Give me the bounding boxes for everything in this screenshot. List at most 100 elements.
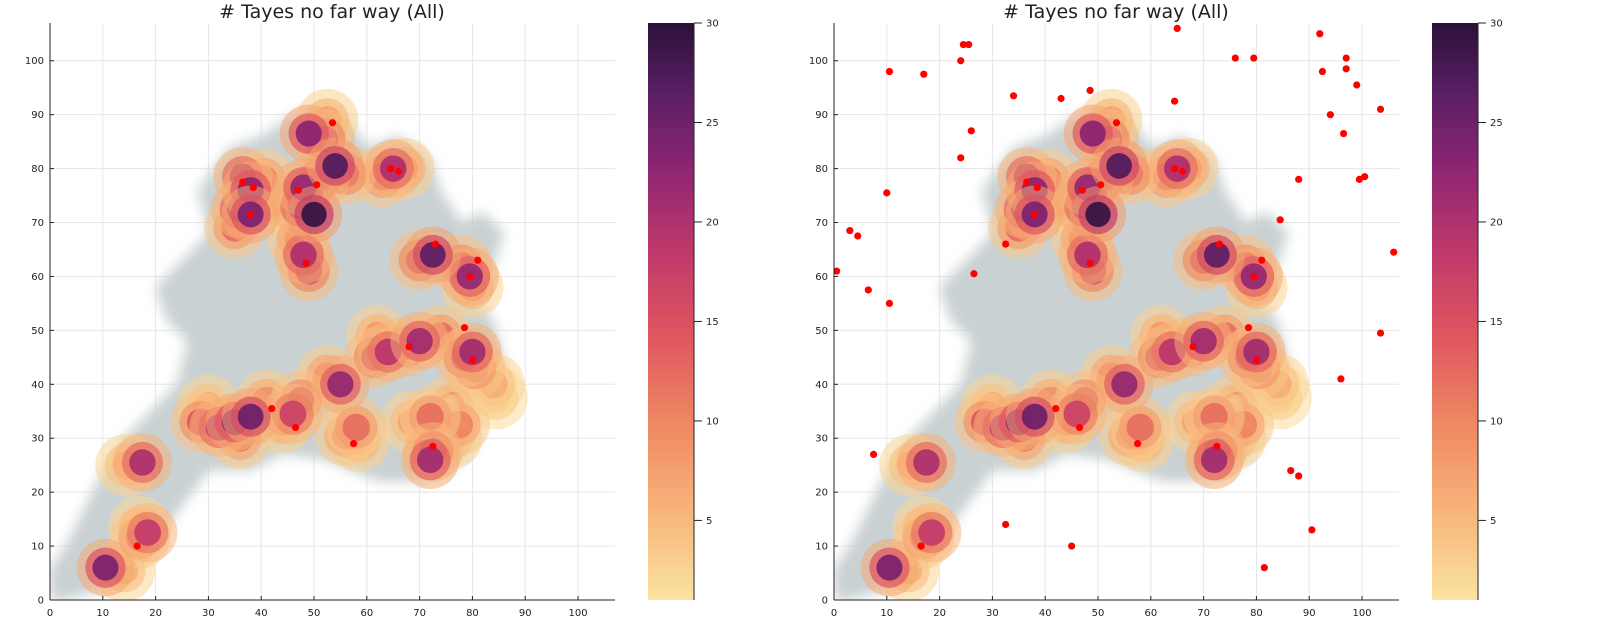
red-point (883, 189, 891, 197)
colorbar: 5 10 15 20 25 30 (648, 19, 719, 600)
heat-point (327, 371, 354, 398)
y-tick-label: 20 (815, 488, 828, 499)
heat-point (417, 446, 444, 473)
heat-point (1106, 153, 1132, 179)
x-tick-label: 70 (1197, 608, 1210, 619)
red-point (1295, 472, 1303, 480)
red-point (1287, 466, 1295, 475)
y-tick-label: 10 (31, 542, 44, 553)
red-point (885, 67, 894, 76)
red-point (429, 442, 437, 450)
y-tick-label: 40 (31, 380, 44, 391)
red-point (1213, 442, 1221, 450)
red-point (1173, 24, 1181, 32)
red-point (1361, 173, 1369, 181)
heat-point (129, 449, 156, 476)
y-tick-label: 90 (815, 110, 828, 121)
red-point (247, 210, 255, 219)
red-point (1244, 324, 1253, 332)
red-point (1276, 216, 1284, 224)
red-point (846, 227, 854, 235)
x-tick-label: 90 (1303, 608, 1316, 619)
red-point (917, 542, 925, 550)
red-point (1009, 92, 1018, 100)
red-point (1033, 183, 1041, 192)
red-point (1295, 175, 1303, 183)
y-tick-label: 10 (815, 542, 828, 553)
heat-point (1111, 371, 1138, 398)
y-tick-label: 80 (31, 164, 44, 175)
heat-point (92, 554, 119, 581)
colorbar-gradient (648, 23, 694, 600)
x-tick-label: 40 (255, 608, 268, 619)
x-tick-label: 50 (1092, 608, 1105, 619)
heat-point (237, 403, 264, 430)
x-tick-label: 40 (1039, 608, 1052, 619)
colorbar-gradient (1432, 23, 1478, 600)
red-point (970, 270, 978, 278)
heat-point (1126, 413, 1154, 442)
chart-1: # Tayes no far way (All)0 10 20 30 40 50 60 70 8… (25, 1, 719, 619)
red-point (1337, 375, 1345, 383)
red-point (1250, 54, 1258, 62)
red-point (1339, 129, 1348, 138)
heat-point (1021, 403, 1048, 430)
red-point (864, 286, 872, 294)
x-tick-label: 60 (1144, 608, 1157, 619)
plot-area (50, 88, 528, 600)
red-point (268, 404, 276, 413)
colorbar-tick-label: 25 (1490, 118, 1503, 129)
heat-point (1203, 242, 1230, 268)
red-point (1250, 272, 1258, 281)
heat-point (1063, 400, 1091, 428)
x-tick-label: 10 (880, 608, 893, 619)
x-tick-label: 80 (466, 608, 479, 619)
heat-point (1079, 120, 1106, 147)
x-tick-label: 90 (519, 608, 532, 619)
red-point (967, 127, 975, 135)
heat-point (1201, 446, 1228, 473)
y-tick-label: 50 (31, 326, 44, 337)
red-point (1068, 542, 1076, 550)
red-point (1353, 81, 1361, 89)
red-point (1390, 248, 1398, 256)
y-tick-label: 70 (31, 218, 44, 229)
y-tick-label: 80 (815, 164, 828, 175)
red-point (1178, 167, 1187, 175)
y-tick-label: 90 (31, 110, 44, 121)
red-point (1002, 240, 1010, 248)
red-point (1326, 111, 1334, 119)
chart-title: # Tayes no far way (All) (1003, 1, 1229, 23)
red-point (386, 164, 395, 173)
heat-point (301, 201, 327, 228)
x-tick-label: 80 (1250, 608, 1263, 619)
red-point (1075, 423, 1084, 432)
red-point (302, 259, 310, 267)
red-point (405, 342, 413, 351)
heat-point (1074, 241, 1101, 269)
heat-point (290, 241, 317, 269)
red-point (834, 267, 841, 275)
red-point (1031, 210, 1039, 219)
heat-point (406, 328, 433, 355)
red-point (466, 272, 474, 281)
colorbar-tick-label: 30 (1490, 19, 1503, 30)
y-tick-label: 30 (815, 434, 828, 445)
y-tick-label: 40 (815, 380, 828, 391)
red-point (1215, 240, 1224, 248)
y-tick-label: 20 (31, 488, 44, 499)
red-point (1342, 65, 1350, 73)
red-point (1052, 404, 1060, 413)
red-point (1342, 54, 1350, 62)
red-point (1376, 105, 1385, 113)
red-point (1231, 54, 1239, 62)
red-point (1318, 67, 1327, 76)
y-tick-label: 0 (38, 596, 44, 607)
red-point (957, 154, 965, 162)
heat-point (1243, 338, 1270, 366)
y-tick-label: 100 (809, 56, 828, 67)
colorbar-tick-label: 15 (1490, 317, 1503, 328)
red-point (1112, 119, 1121, 127)
y-tick-label: 60 (31, 272, 44, 283)
